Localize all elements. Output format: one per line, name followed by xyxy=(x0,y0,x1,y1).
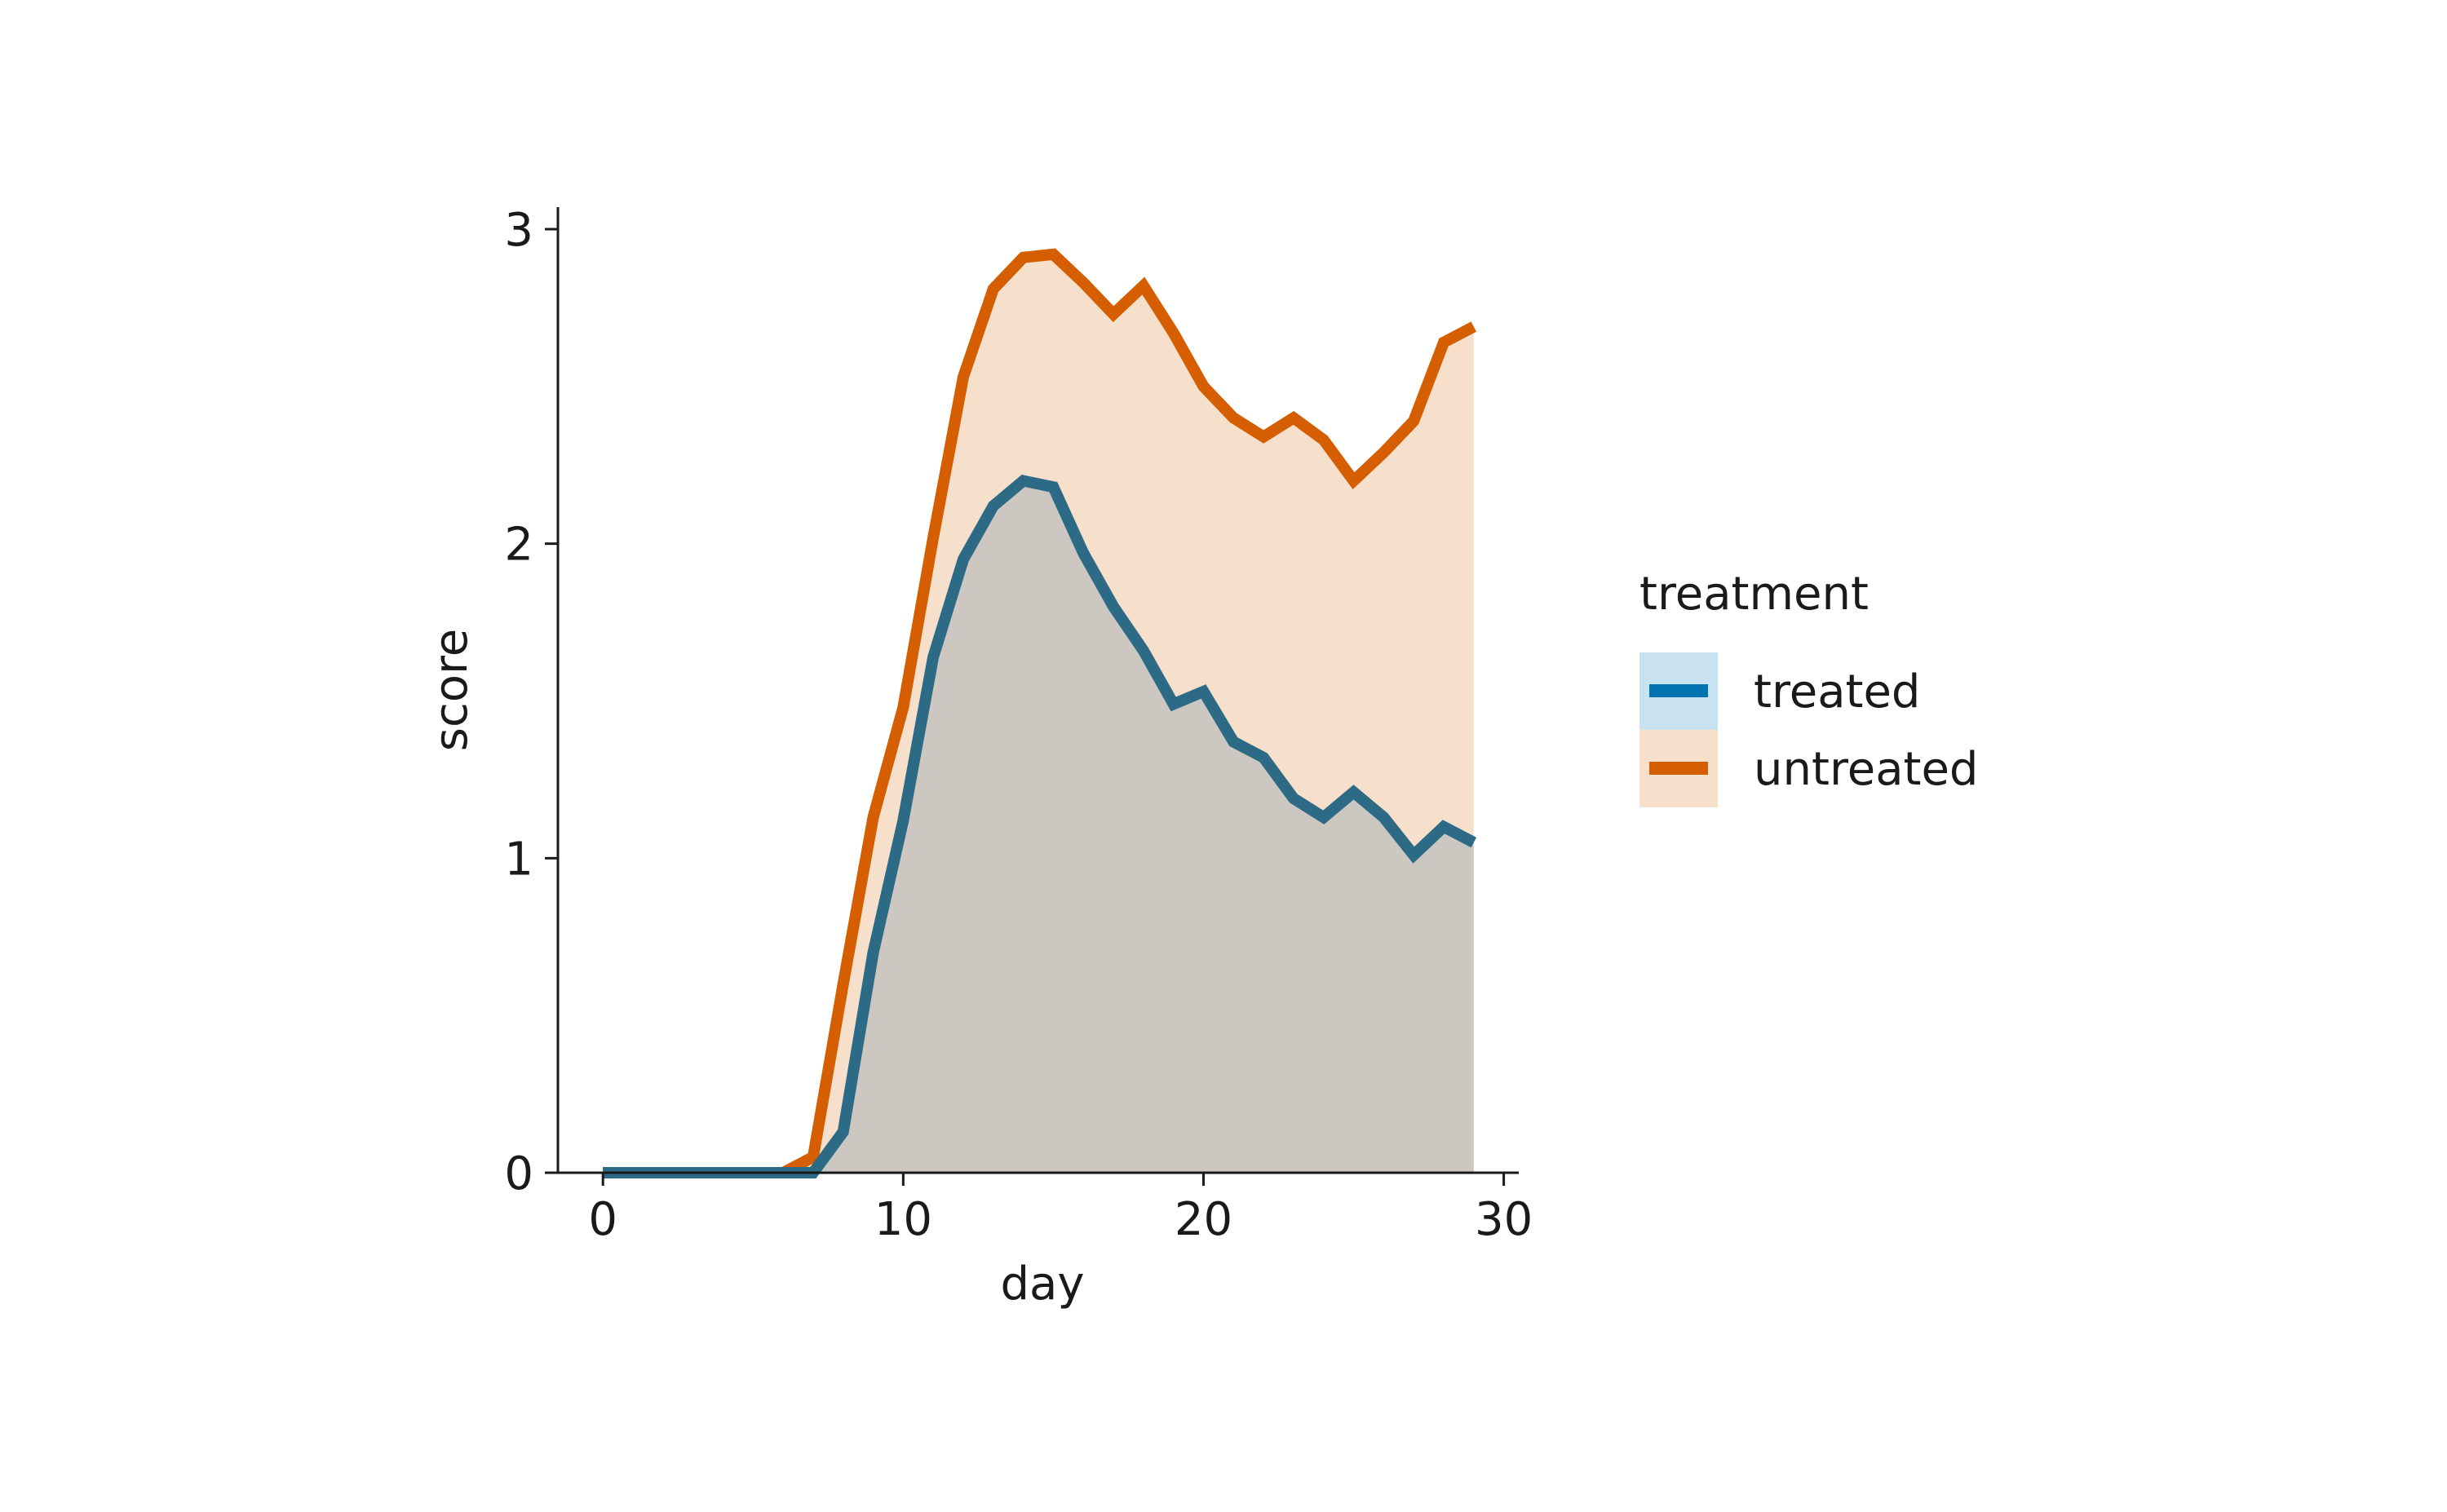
legend-label-treated: treated xyxy=(1754,665,1920,718)
x-tick-label: 30 xyxy=(1475,1193,1533,1246)
area-fill-treated xyxy=(603,480,1474,1173)
x-tick-label: 20 xyxy=(1175,1193,1232,1246)
y-ticks: 0 1 2 3 xyxy=(504,204,558,1200)
legend-label-untreated: untreated xyxy=(1754,743,1978,796)
y-tick-label: 0 xyxy=(504,1147,533,1200)
x-tick-label: 0 xyxy=(588,1193,617,1246)
area-fills xyxy=(603,254,1474,1174)
y-tick-label: 2 xyxy=(504,519,533,572)
x-tick-label: 10 xyxy=(874,1193,932,1246)
legend-items: treated untreated xyxy=(1639,652,1978,807)
legend-title: treatment xyxy=(1639,568,1869,621)
y-tick-label: 1 xyxy=(504,833,533,886)
x-axis-label: day xyxy=(1000,1258,1084,1311)
legend: treatment treated untreated xyxy=(1639,568,1978,807)
y-axis-label: score xyxy=(425,629,478,751)
y-tick-label: 3 xyxy=(504,204,533,257)
x-ticks: 0 10 20 30 xyxy=(588,1173,1533,1246)
axes xyxy=(556,207,1519,1174)
